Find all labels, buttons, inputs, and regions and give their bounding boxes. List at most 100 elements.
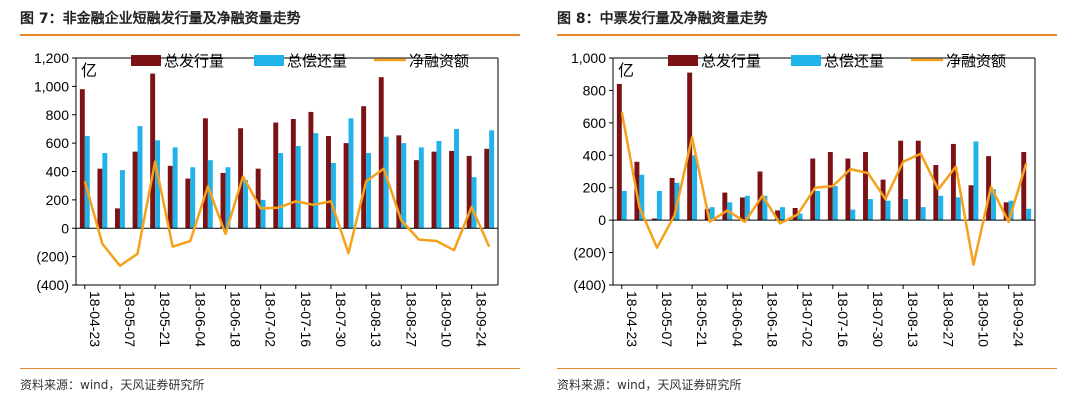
bar-total-issuance: [1021, 152, 1027, 221]
footer-rule: [20, 368, 520, 369]
bar-total-issuance: [220, 172, 226, 229]
bar-total-repayment: [102, 153, 108, 229]
figure-title: 图 8：中票发行量及净融资量走势: [557, 11, 768, 27]
bar-total-issuance: [273, 122, 279, 229]
bar-total-issuance: [757, 171, 763, 221]
bar-total-issuance: [1003, 202, 1009, 221]
bar-total-issuance: [396, 135, 402, 229]
x-tick-label: 18-04-23: [87, 291, 103, 347]
bar-total-issuance: [669, 177, 675, 221]
bar-total-issuance: [378, 77, 384, 229]
bar-total-repayment: [418, 147, 424, 229]
bar-total-issuance: [290, 119, 296, 229]
legend-net-financing-label: 净融资额: [409, 53, 469, 70]
y-tick-label: 200: [583, 180, 607, 196]
bar-total-repayment: [366, 153, 372, 229]
bar-total-repayment: [692, 155, 698, 221]
bar-total-repayment: [973, 141, 979, 221]
bar-total-issuance: [652, 218, 657, 221]
bar-total-repayment: [348, 118, 354, 229]
figure-title: 图 7：非金融企业短融发行量及净融资量走势: [20, 11, 301, 27]
x-tick-label: 18-05-21: [157, 291, 173, 347]
legend-total-issuance-label: 总发行量: [164, 53, 224, 70]
legend-total-repayment-label: 总偿还量: [824, 53, 884, 70]
bar-total-issuance: [449, 150, 455, 229]
y-tick-label: (200): [573, 245, 606, 261]
bar-total-repayment: [295, 145, 301, 229]
bar-total-issuance: [898, 140, 904, 221]
bar-total-repayment: [885, 200, 891, 221]
x-tick-label: 18-06-04: [729, 291, 745, 347]
unit-label: 亿: [81, 62, 97, 80]
bar-total-issuance: [616, 83, 622, 221]
bar-total-repayment: [225, 167, 231, 229]
bar-total-repayment: [471, 177, 477, 229]
bar-total-repayment: [656, 190, 662, 221]
bar-total-repayment: [243, 180, 248, 229]
y-tick-label: 800: [46, 107, 70, 123]
bar-total-repayment: [991, 189, 996, 221]
x-tick-label: 18-07-30: [870, 291, 886, 347]
bar-total-repayment: [867, 199, 873, 221]
bar-total-issuance: [255, 168, 261, 229]
x-tick-label: 18-05-07: [659, 291, 675, 347]
x-tick-label: 18-09-24: [1011, 291, 1027, 347]
bar-total-repayment: [797, 213, 803, 221]
bar-total-repayment: [401, 143, 407, 229]
bar-total-issuance: [933, 165, 939, 221]
x-tick-label: 18-07-30: [333, 291, 349, 347]
bar-total-issuance: [775, 210, 781, 221]
x-tick-label: 18-06-04: [192, 291, 208, 347]
x-tick-label: 18-08-27: [940, 291, 956, 347]
y-tick-label: 800: [583, 82, 607, 98]
legend-total-repayment-label: 总偿还量: [287, 53, 347, 70]
footer-rule: [557, 368, 1057, 369]
y-tick-label: 400: [46, 164, 70, 180]
x-tick-label: 18-08-27: [403, 291, 419, 347]
bar-total-repayment: [436, 140, 442, 229]
bar-total-issuance: [202, 118, 208, 229]
y-tick-label: 0: [598, 212, 606, 228]
y-tick-label: 600: [583, 115, 607, 131]
bar-total-repayment: [137, 126, 143, 229]
bar-total-issuance: [986, 156, 992, 221]
bar-total-repayment: [454, 128, 459, 229]
bar-total-repayment: [119, 170, 125, 229]
bar-total-issuance: [863, 152, 868, 221]
x-tick-label: 18-05-21: [694, 291, 710, 347]
bar-total-issuance: [431, 151, 437, 229]
bar-total-issuance: [968, 185, 974, 221]
bar-total-repayment: [489, 130, 495, 229]
bar-total-issuance: [722, 192, 728, 221]
bar-total-issuance: [97, 168, 103, 229]
x-tick-label: 18-07-16: [835, 291, 851, 347]
legend-total-repayment-swatch: [254, 55, 284, 66]
x-tick-label: 18-09-24: [474, 291, 490, 347]
y-tick-label: (200): [36, 249, 69, 265]
source-note: 资料来源：wind，天风证券研究所: [20, 378, 205, 392]
x-tick-label: 18-08-13: [905, 291, 921, 347]
chart-mtn-net-financing: (400) (200) 0 200 400 600 800 1,000 18-04-23 18-0…: [571, 50, 1036, 347]
bar-total-issuance: [361, 106, 367, 229]
bar-total-repayment: [383, 136, 389, 229]
bar-total-repayment: [260, 199, 266, 229]
bar-total-issuance: [845, 158, 851, 221]
source-note: 资料来源：wind，天风证券研究所: [557, 378, 742, 392]
x-tick-label: 18-06-18: [765, 291, 781, 347]
bar-total-issuance: [79, 89, 85, 229]
bar-total-repayment: [639, 174, 645, 221]
bar-total-repayment: [172, 147, 178, 229]
bar-total-issuance: [915, 140, 921, 221]
line-net-financing: [620, 112, 1028, 266]
x-tick-label: 18-06-18: [228, 291, 244, 347]
title-rule: [557, 34, 1057, 36]
y-tick-label: (400): [573, 277, 606, 293]
title-rule: [20, 34, 520, 36]
bar-total-issuance: [343, 143, 349, 229]
y-tick-label: 600: [46, 135, 70, 151]
legend-net-financing-label: 净融资额: [946, 53, 1006, 70]
x-tick-label: 18-07-02: [800, 291, 816, 347]
y-tick-label: 400: [583, 147, 607, 163]
chart-issuance-net-financing: (400) (200) 0 200 400 600 800 1,000 1,200 18-04-2…: [34, 50, 499, 347]
x-tick-label: 18-07-16: [298, 291, 314, 347]
